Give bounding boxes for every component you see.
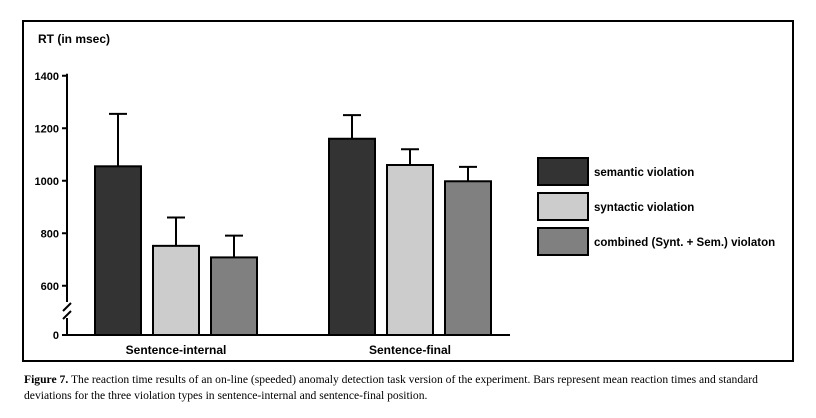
caption-text: The reaction time results of an on-line … — [24, 373, 758, 402]
legend: semantic violation syntactic violation com… — [537, 157, 775, 256]
bar — [94, 165, 142, 336]
legend-swatch — [537, 157, 589, 186]
legend-swatch — [537, 227, 589, 256]
figure-caption: Figure 7. The reaction time results of a… — [24, 372, 794, 404]
y-tick-label: 800 — [41, 228, 59, 240]
bar — [152, 244, 200, 337]
caption-label: Figure 7. — [24, 373, 69, 386]
y-tick-label: 1200 — [35, 123, 59, 135]
y-tick-label: 1400 — [35, 71, 59, 83]
legend-label: combined (Synt. + Sem.) violaton — [594, 237, 775, 249]
y-axis-label: RT (in msec) — [38, 32, 110, 46]
bar — [328, 137, 376, 336]
y-tick-label: 0 — [53, 330, 59, 342]
y-tick-label: 1000 — [35, 176, 59, 188]
bar — [210, 256, 258, 336]
legend-swatch — [537, 192, 589, 221]
figure-frame: RT (in msec) 0 600 800 1000 1200 1400 Sentenc… — [22, 20, 794, 362]
legend-label: semantic violation — [594, 167, 694, 179]
bar — [444, 180, 492, 336]
bars — [94, 112, 492, 337]
x-labels: Sentence-internal Sentence-final — [126, 343, 451, 357]
x-category-label: Sentence-internal — [126, 343, 227, 357]
legend-label: syntactic violation — [594, 202, 694, 214]
y-tick-label: 600 — [41, 281, 59, 293]
bar-chart: RT (in msec) 0 600 800 1000 1200 1400 Sentenc… — [35, 32, 776, 357]
bar — [386, 164, 434, 336]
x-category-label: Sentence-final — [369, 343, 451, 357]
y-axis-break-mark — [62, 302, 72, 320]
